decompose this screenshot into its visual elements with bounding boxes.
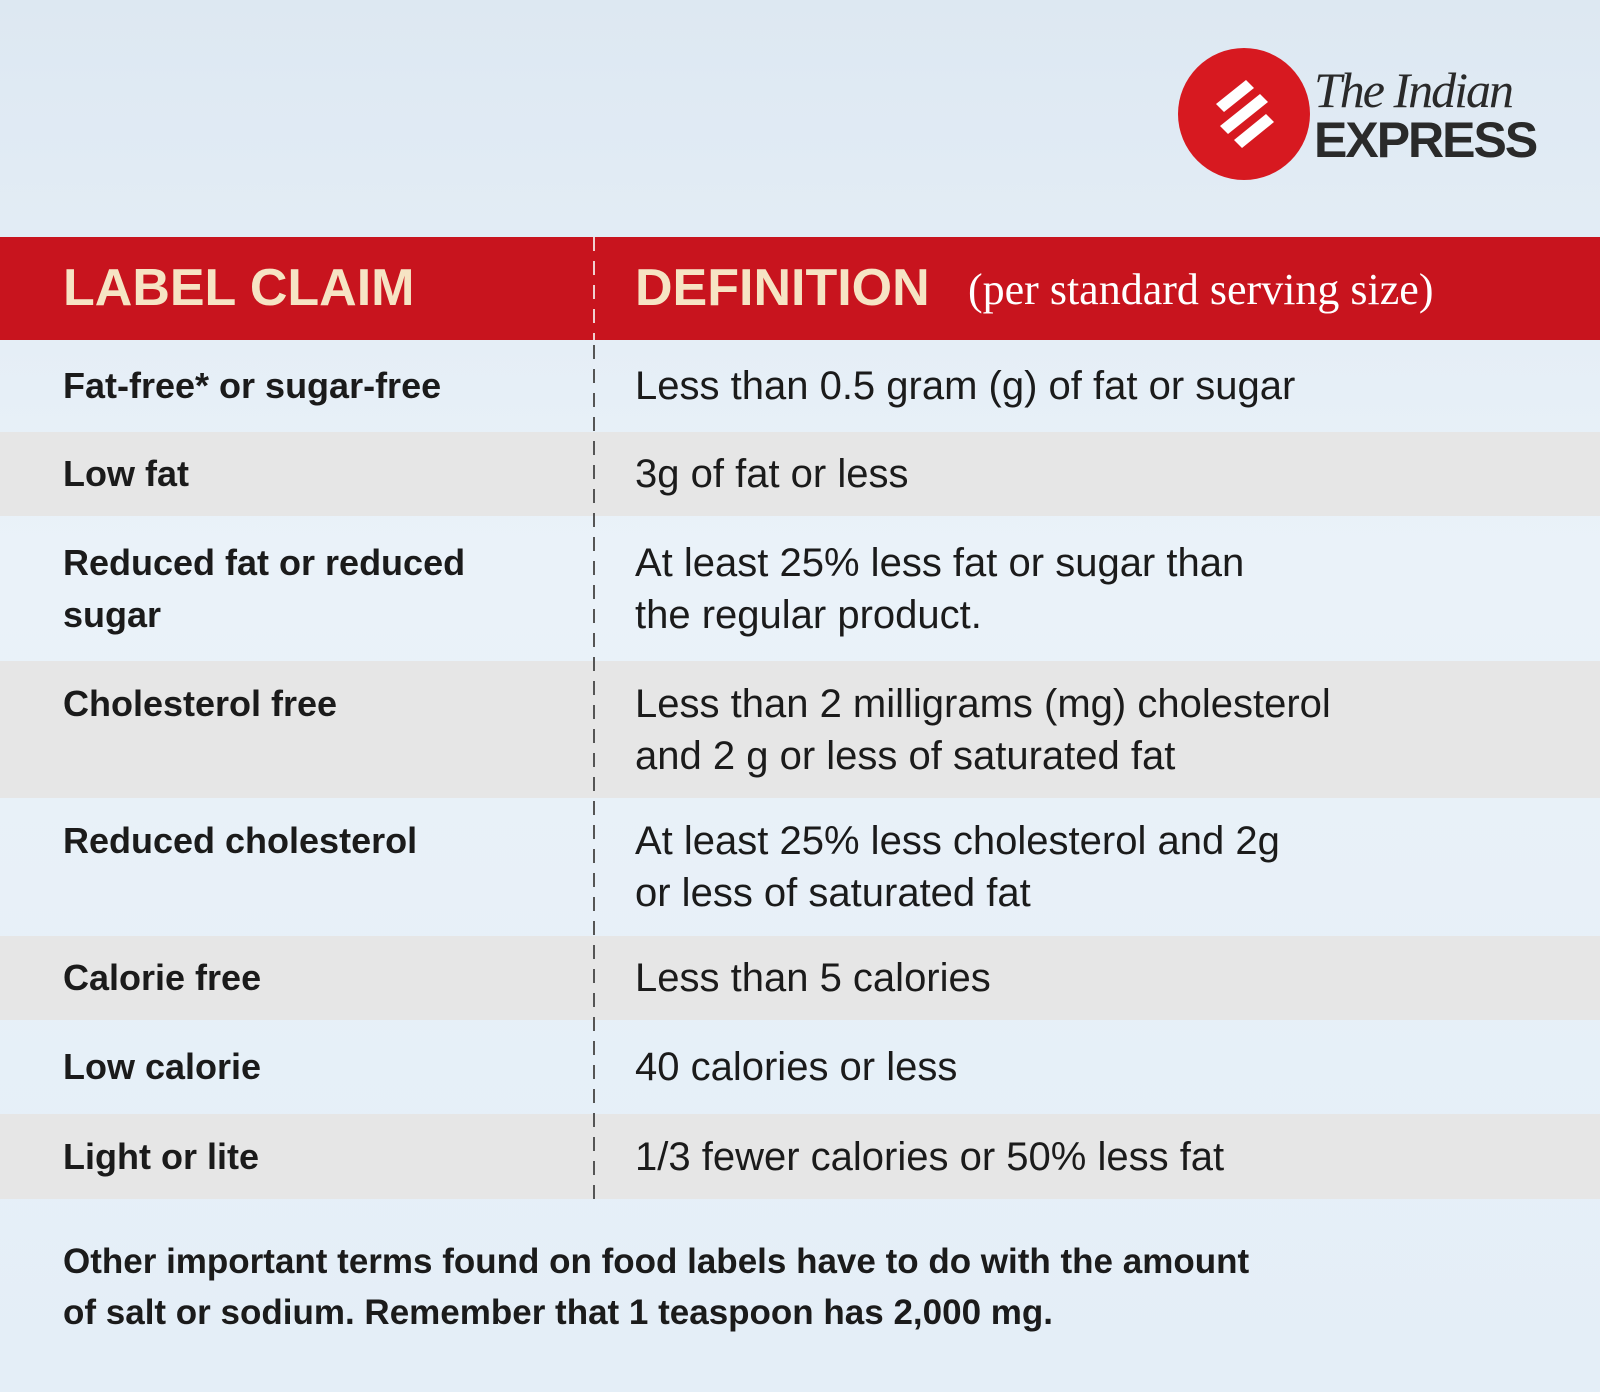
cell-line: 1/3 fewer calories or 50% less fat [635, 1134, 1225, 1179]
cell-line: Low calorie [63, 1046, 262, 1087]
cell-line: Low fat [63, 453, 189, 494]
header-note: (per standard serving size) [968, 265, 1434, 314]
definition: 1/3 fewer calories or 50% less fat [635, 1131, 1224, 1183]
label-claim: Cholesterol free [63, 678, 337, 730]
cell-line: sugar [63, 593, 162, 635]
cell-line: Fat-free* or sugar-free [63, 365, 442, 406]
cell-line: Less than 0.5 gram (g) of fat or sugar [635, 364, 1296, 408]
footer-line: of salt or sodium. Remember that 1 teasp… [63, 1293, 1053, 1332]
cell-line: Less than 5 calories [635, 956, 991, 1000]
cell-line: Less than 2 milligrams (mg) cholesterol [635, 681, 1331, 726]
definition: 40 calories or less [635, 1041, 957, 1093]
table-row: Light or lite 1/3 fewer calories or 50% l… [0, 1114, 1600, 1199]
cell-line: 3g of fat or less [635, 452, 909, 496]
cell-line: Calorie free [63, 957, 262, 998]
table-row: Reduced cholesterol At least 25% less cho… [0, 798, 1600, 936]
definition: Less than 2 milligrams (mg) cholesterol a… [635, 678, 1331, 782]
cell-line: Light or lite [63, 1135, 259, 1177]
table-row: Cholesterol free Less than 2 milligrams (… [0, 661, 1600, 798]
table-header [0, 237, 1600, 340]
label-claim: Reduced fat or reduced sugar [63, 537, 465, 641]
cell-line: Reduced fat or reduced [63, 541, 466, 583]
table-row: Low calorie 40 calories or less [0, 1020, 1600, 1114]
header-claim: LABEL CLAIM [63, 259, 415, 317]
definition: At least 25% less fat or sugar than the r… [635, 537, 1244, 641]
logo-line2: EXPRESS [1314, 112, 1538, 168]
label-claim: Reduced cholesterol [63, 815, 417, 867]
definition: 3g of fat or less [635, 448, 908, 500]
footer-line: Other important terms found on food labe… [63, 1242, 1250, 1281]
cell-line: At least 25% less cholesterol and 2g [635, 819, 1280, 863]
table-row: Low fat 3g of fat or less [0, 432, 1600, 516]
cell-line: Reduced cholesterol [63, 820, 418, 861]
label-claim: Light or lite [63, 1131, 259, 1183]
definition: Less than 0.5 gram (g) of fat or sugar [635, 360, 1295, 412]
logo-line1: The Indian [1314, 62, 1514, 118]
table-row: Fat-free* or sugar-free Less than 0.5 gra… [0, 340, 1600, 432]
logo-icon [1178, 48, 1310, 180]
table-row: Reduced fat or reduced sugar At least 25% … [0, 516, 1600, 661]
cell-line: At least 25% less fat or sugar than [635, 540, 1245, 585]
cell-line: 40 calories or less [635, 1045, 958, 1089]
cell-line: Cholesterol free [63, 682, 338, 724]
definition: Less than 5 calories [635, 952, 991, 1004]
cell-line: the regular product. [635, 592, 982, 637]
definition: At least 25% less cholesterol and 2g or l… [635, 815, 1280, 919]
label-claim: Calorie free [63, 952, 261, 1004]
header-definition: DEFINITION [635, 259, 930, 317]
footer: Other important terms found on food labe… [63, 1236, 1249, 1338]
label-claim: Low calorie [63, 1041, 261, 1093]
label-claim: Low fat [63, 448, 189, 500]
table-row: Calorie free Less than 5 calories [0, 936, 1600, 1020]
label-claim: Fat-free* or sugar-free [63, 360, 441, 412]
cell-line: or less of saturated fat [635, 871, 1031, 915]
cell-line: and 2 g or less of saturated fat [635, 733, 1176, 778]
